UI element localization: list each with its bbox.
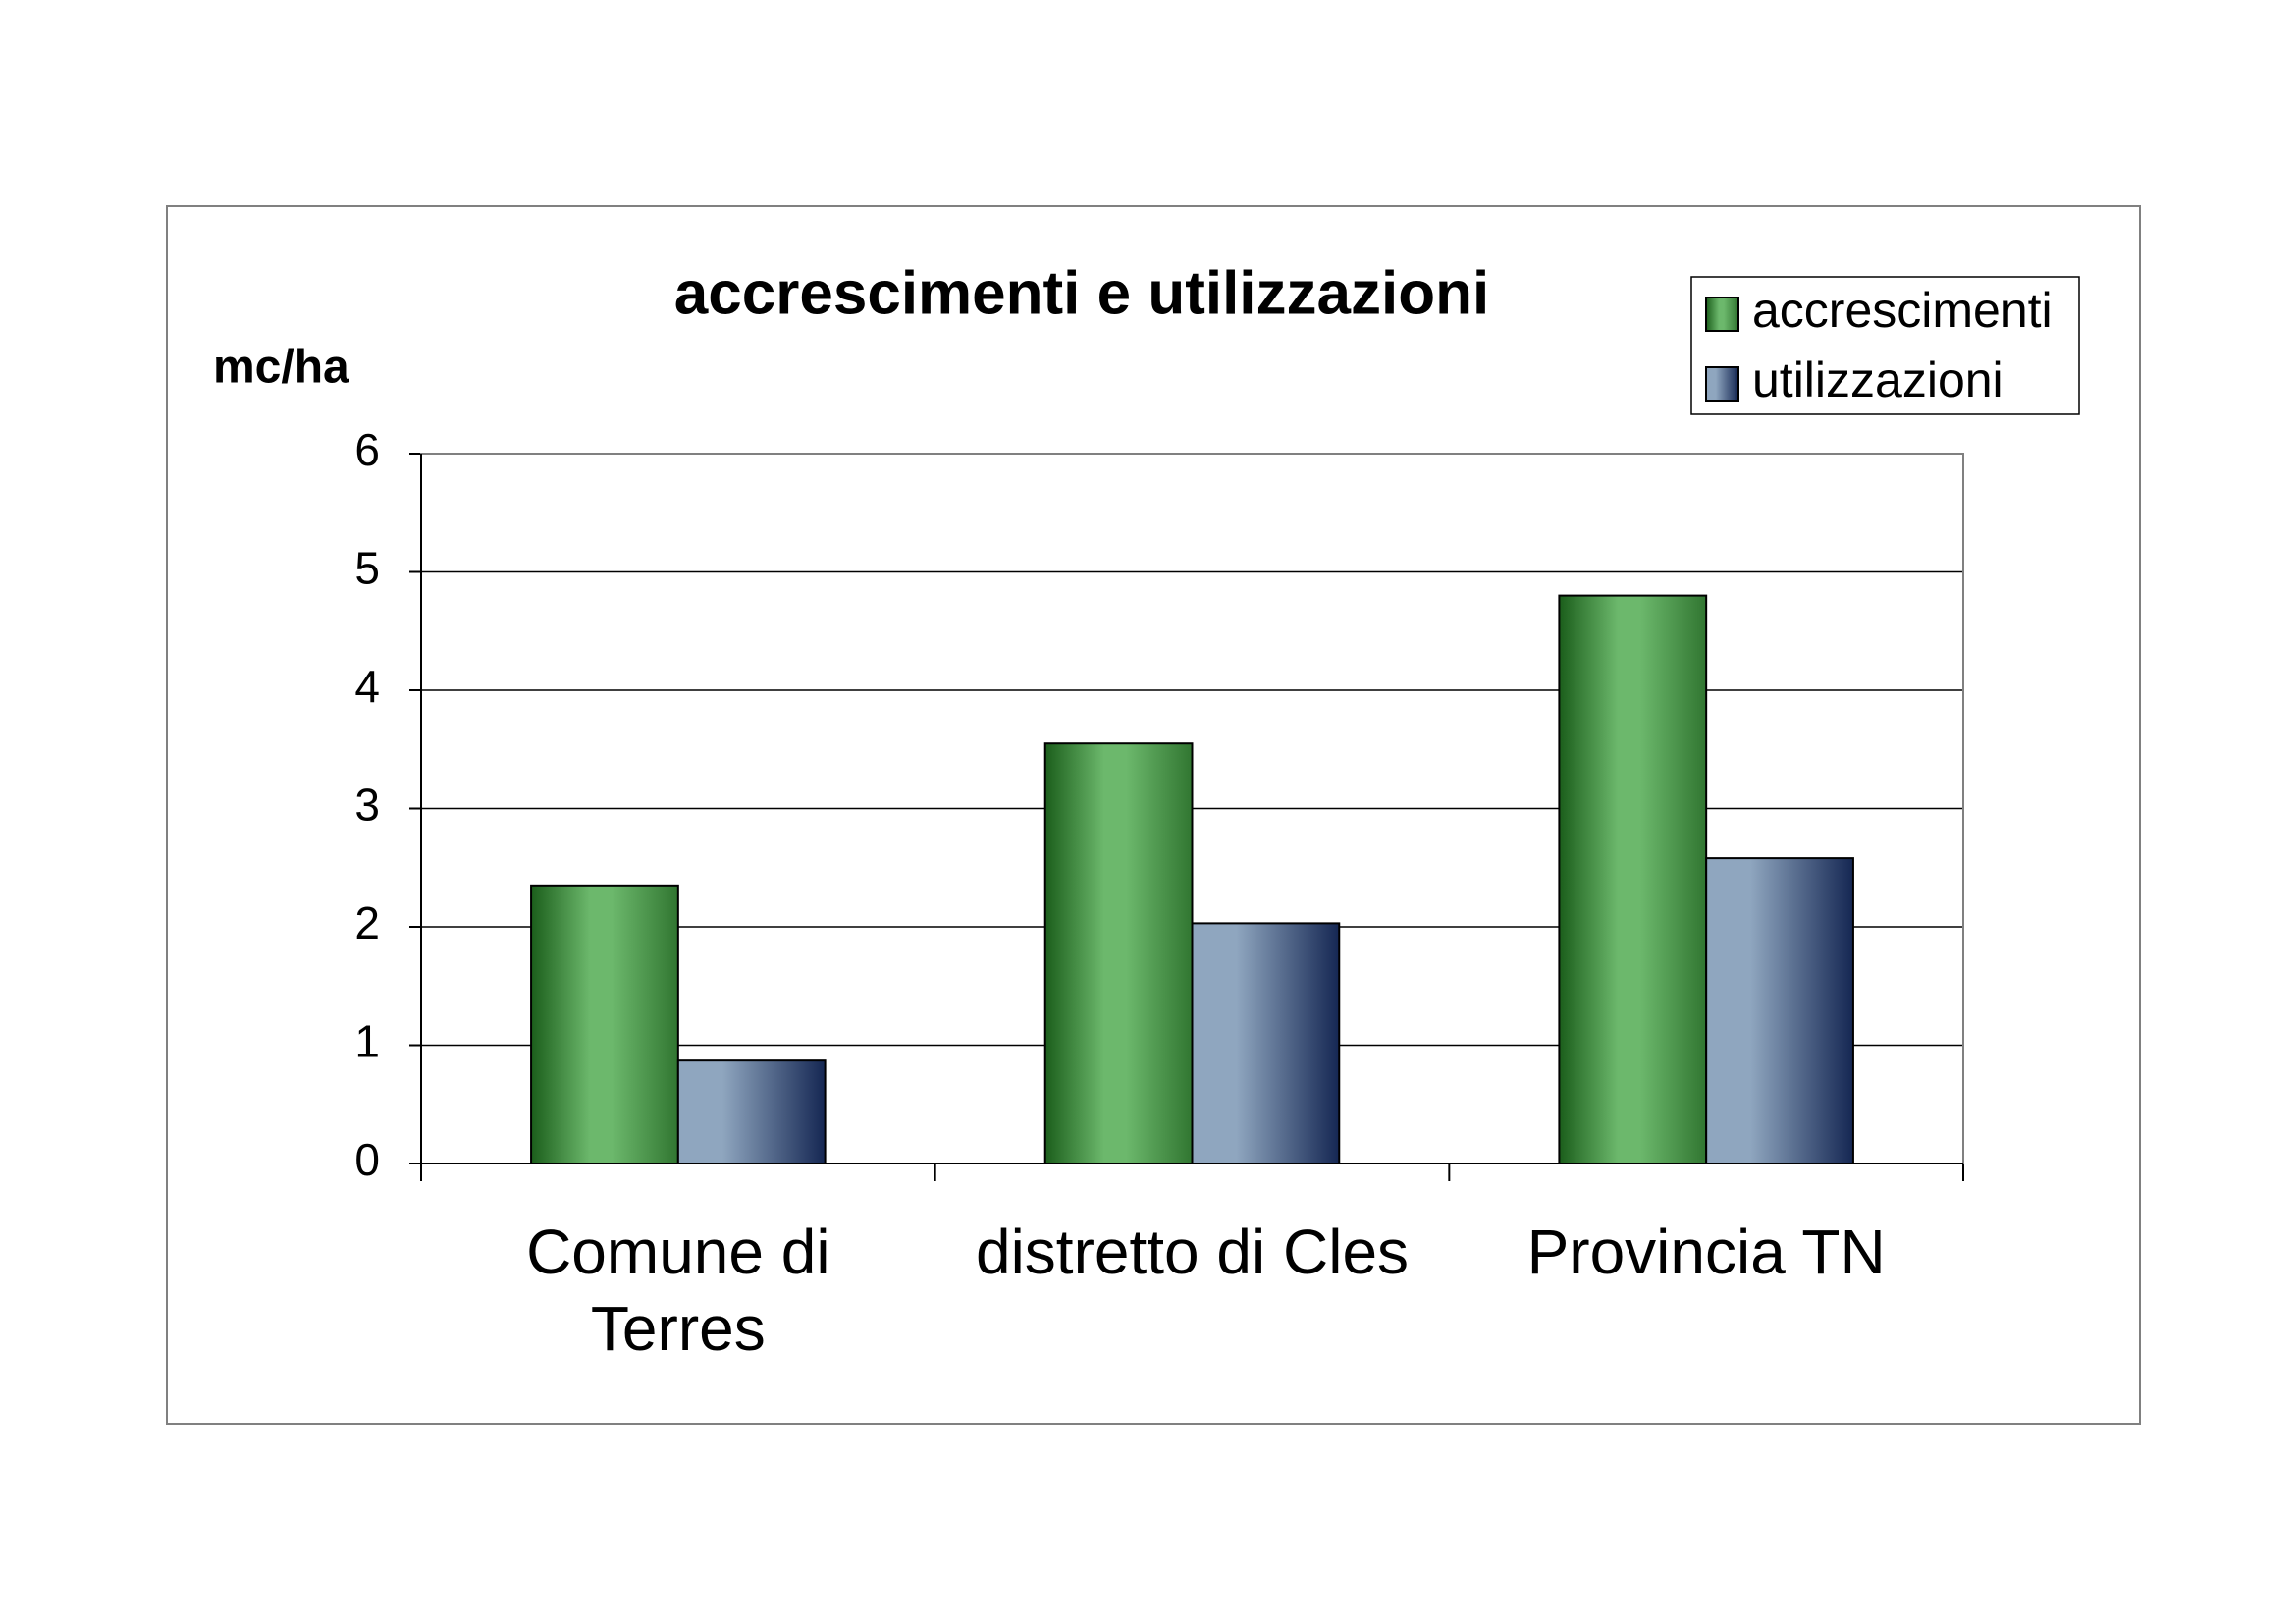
y-tick-label: 4	[354, 661, 380, 712]
bar	[1191, 922, 1341, 1165]
y-tick-label: 2	[354, 897, 380, 948]
y-tick-label: 3	[354, 780, 380, 831]
legend-swatch	[1705, 366, 1739, 402]
bar	[676, 1059, 827, 1165]
bar	[1043, 742, 1194, 1164]
legend-box	[1690, 276, 2080, 415]
bar	[1705, 857, 1854, 1164]
x-tick-label: distretto di Cles	[976, 1217, 1409, 1287]
y-tick-label: 0	[354, 1134, 380, 1185]
y-axis-label: mc/ha	[213, 342, 349, 394]
legend-label: accrescimenti	[1752, 283, 2053, 338]
bar	[1558, 594, 1708, 1164]
x-tick-label: Provincia TN	[1527, 1217, 1886, 1287]
y-tick-label: 6	[354, 424, 380, 475]
bar	[530, 884, 679, 1164]
legend-label: utilizzazioni	[1752, 352, 2003, 407]
x-tick-label: Comune di Terres	[526, 1217, 830, 1364]
y-tick-label: 5	[354, 543, 380, 594]
chart-title: accrescimenti e utilizzazioni	[674, 259, 1489, 327]
legend-swatch	[1705, 297, 1739, 332]
y-tick-label: 1	[354, 1016, 380, 1067]
